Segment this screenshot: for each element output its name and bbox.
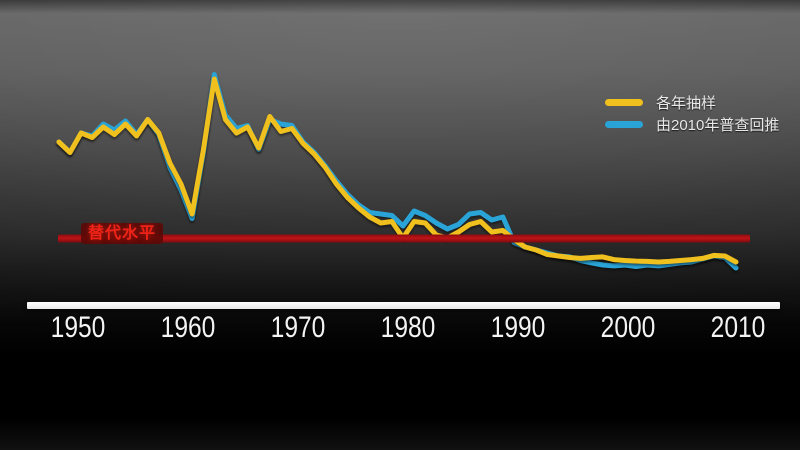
legend-swatch-yellow: [605, 98, 643, 106]
x-tick-label-1990: 1990: [490, 311, 546, 344]
legend: 各年抽样 由2010年普查回推: [605, 94, 780, 134]
series-line-sampling: [56, 76, 739, 265]
replacement-level-label: 替代水平: [81, 223, 164, 244]
x-tick-label-1960: 1960: [160, 311, 216, 344]
x-tick-label-1950: 1950: [50, 311, 106, 344]
legend-item-backcast: 由2010年普查回推: [605, 116, 780, 134]
legend-swatch-blue: [605, 120, 643, 128]
legend-item-sampling: 各年抽样: [605, 94, 779, 112]
x-tick-label-1980: 1980: [380, 311, 436, 344]
legend-label-backcast: 由2010年普查回推: [656, 116, 780, 134]
replacement-level-line: [58, 234, 750, 243]
x-tick-label-1970: 1970: [270, 311, 326, 344]
legend-label-sampling: 各年抽样: [656, 94, 717, 112]
x-tick-label-2000: 2000: [600, 311, 656, 344]
x-axis-line: [27, 302, 780, 309]
x-tick-label-2010: 2010: [710, 311, 766, 344]
